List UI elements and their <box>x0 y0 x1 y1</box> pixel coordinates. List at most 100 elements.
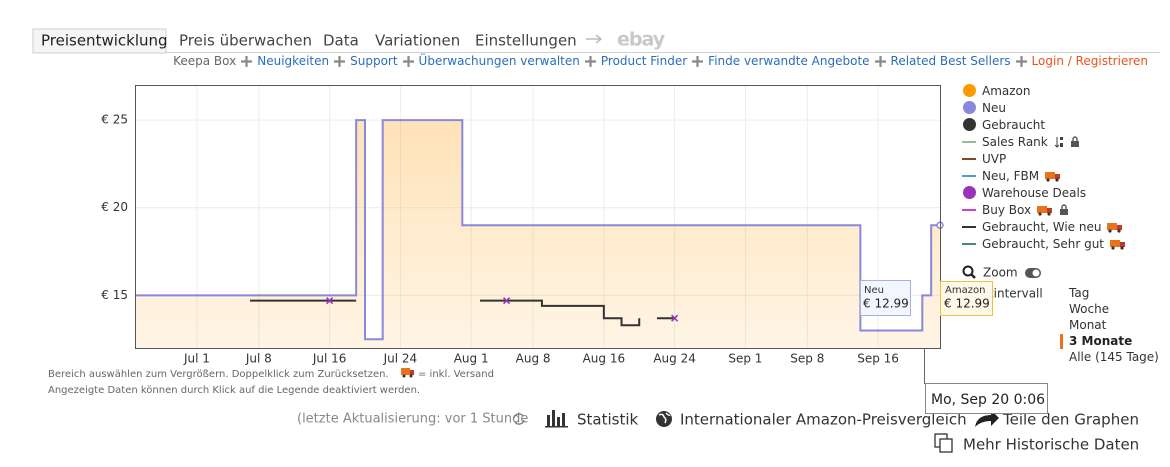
legend-label: Buy Box <box>982 202 1032 217</box>
time-range[interactable]: Woche <box>1069 302 1110 316</box>
x-tick-label: Sep 1 <box>728 352 762 366</box>
arrow-icon <box>586 34 603 44</box>
legend-item[interactable]: Gebraucht, Wie neu <box>962 218 1126 235</box>
note: Angezeigte Daten können durch Klick auf … <box>48 385 420 396</box>
sort-icon <box>1054 136 1063 148</box>
zoom-label: Zoom <box>983 266 1018 280</box>
tab[interactable]: Preisentwicklung <box>41 32 168 50</box>
legend-item[interactable]: Amazon <box>962 82 1126 99</box>
legend-icon <box>962 157 976 160</box>
legend-swatch <box>962 225 976 228</box>
stats-icon <box>545 410 568 428</box>
tab[interactable]: Variationen <box>375 32 460 50</box>
legend-item[interactable]: Warehouse Deals <box>962 184 1126 201</box>
price-marker <box>502 297 511 305</box>
copy-icon <box>934 433 953 453</box>
y-tick-label: € 25 <box>101 113 128 127</box>
legend-label: Sales Rank <box>982 134 1048 149</box>
legend-icon <box>962 174 976 177</box>
x-tick-label: Jul 16 <box>312 352 347 366</box>
tab[interactable]: Data <box>323 32 359 50</box>
legend-item[interactable]: Neu, FBM <box>962 167 1126 184</box>
truck-icon <box>1107 222 1123 233</box>
legend-label: Gebraucht, Sehr gut <box>982 236 1105 251</box>
tooltip-value: € 12.99 <box>944 297 990 311</box>
price-marker <box>326 297 334 305</box>
footer-link[interactable]: Internationaler Amazon-Preisvergleich <box>680 411 967 429</box>
tab[interactable]: Preis überwachen <box>179 32 312 50</box>
x-tick-label: Aug 8 <box>516 352 551 366</box>
legend-icon <box>962 208 976 211</box>
price-marker <box>671 314 679 322</box>
time-range[interactable]: Alle (145 Tage) <box>1069 350 1159 364</box>
time-ranges: Tag Woche Monat 3 Monate Alle (145 Tage) <box>1060 285 1159 365</box>
legend-item[interactable]: Sales Rank <box>962 133 1126 150</box>
tooltip-box <box>860 280 911 316</box>
nav-link[interactable]: Neuigkeiten <box>257 54 330 68</box>
nav-link[interactable]: Product Finder <box>600 54 688 68</box>
legend-icon <box>962 186 976 199</box>
plot-border <box>135 85 941 349</box>
note: Bereich auswählen zum Vergrößern. Doppel… <box>48 369 389 380</box>
zoom-icon <box>962 265 974 277</box>
y-tick-label: € 15 <box>101 288 128 302</box>
legend-item[interactable]: Buy Box <box>962 201 1126 218</box>
legend-swatch <box>962 157 976 160</box>
time-range[interactable]: 3 Monate <box>1060 333 1159 349</box>
note: = inkl. Versand <box>418 369 494 380</box>
legend-swatch <box>962 208 976 211</box>
legend-icon <box>962 118 976 131</box>
footer-link[interactable]: Statistik <box>577 411 639 429</box>
lock-icon <box>1070 135 1079 147</box>
tab[interactable]: ebay <box>617 29 667 51</box>
tab-active-bg <box>32 28 167 54</box>
tab[interactable]: Einstellungen <box>475 32 577 50</box>
x-tick-label: Jul 1 <box>183 352 210 366</box>
nav-link[interactable]: Login / Registrieren <box>1031 54 1148 68</box>
nav-link[interactable]: Related Best Sellers <box>890 54 1011 68</box>
legend-item[interactable]: Neu <box>962 99 1126 116</box>
legend-item[interactable]: Gebraucht <box>962 116 1126 133</box>
nav-link[interactable]: Support <box>350 54 398 68</box>
last-update: (letzte Aktualisierung: vor 1 Stunde <box>297 412 528 427</box>
separator-icon <box>402 55 414 67</box>
legend-swatch <box>962 84 976 97</box>
time-range[interactable]: Monat <box>1069 318 1107 332</box>
truck-icon <box>1110 239 1126 250</box>
nav-link[interactable]: Keepa Box <box>173 54 237 68</box>
legend: Amazon Neu Gebraucht Sales Rank UVP Neu, FBM W… <box>962 82 1126 252</box>
x-tick-label: Sep 8 <box>790 352 824 366</box>
legend-label: Gebraucht, Wie neu <box>982 219 1102 234</box>
truck-icon <box>1045 171 1061 182</box>
legend-swatch <box>962 140 976 143</box>
price-line <box>135 119 940 341</box>
price-area <box>135 120 940 348</box>
tooltip-value: € 12.99 <box>863 297 909 311</box>
legend-item[interactable]: Gebraucht, Sehr gut <box>962 235 1126 252</box>
time-range[interactable]: Tag <box>1069 286 1090 300</box>
tooltip-label: Neu <box>864 285 884 296</box>
legend-label: UVP <box>982 151 1007 166</box>
x-tick-label: Aug 24 <box>653 352 696 366</box>
refresh-icon <box>513 413 525 425</box>
y-tick-label: € 20 <box>101 200 128 214</box>
legend-swatch <box>962 101 976 114</box>
tooltip-label: Amazon <box>945 285 985 296</box>
legend-label: Gebraucht <box>982 117 1046 132</box>
nav-link[interactable]: Überwachungen verwalten <box>418 54 580 68</box>
footer-link[interactable]: Teile den Graphen <box>1002 411 1139 429</box>
x-tick-label: Jul 8 <box>245 352 272 366</box>
legend-item[interactable]: UVP <box>962 150 1126 167</box>
legend-label: Amazon <box>982 83 1031 98</box>
price-line <box>480 299 641 327</box>
legend-icon <box>962 242 976 245</box>
plot: Jul 1 Jul 8 Jul 16 Jul 24 Aug 1 Aug 8 Aug 16 Au… <box>101 85 944 366</box>
footer-link[interactable]: Mehr Historische Daten <box>963 436 1139 454</box>
x-tick-label: Jul 24 <box>383 352 418 366</box>
separator-icon <box>874 55 886 67</box>
zoom-icon-handle <box>970 273 976 279</box>
legend-icon <box>962 84 976 97</box>
lock-icon <box>1060 203 1069 215</box>
nav-link[interactable]: Finde verwandte Angebote <box>708 54 870 68</box>
